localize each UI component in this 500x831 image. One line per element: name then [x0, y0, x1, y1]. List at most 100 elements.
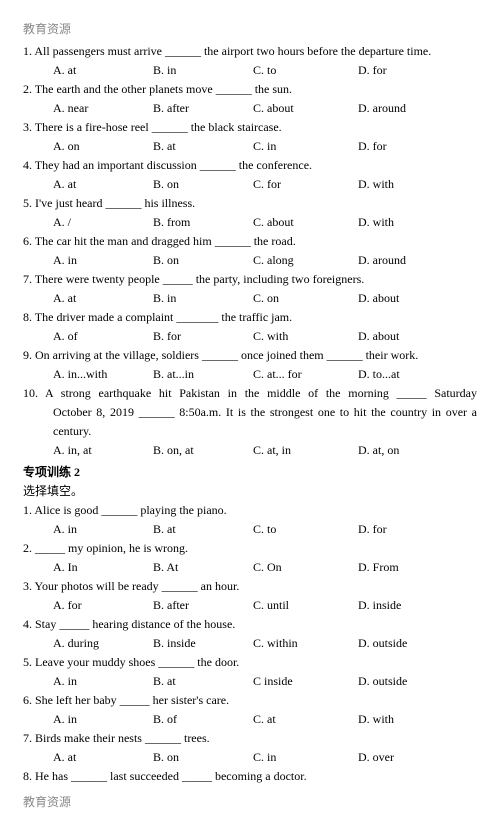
q8-opt-b: B. for [153, 327, 253, 345]
s2q7-opt-d: D. over [358, 748, 394, 766]
s2q2-opt-c: C. On [253, 558, 358, 576]
q7-opt-b: B. in [153, 289, 253, 307]
section2-sub: 选择填空。 [23, 482, 477, 500]
s2q2-opt-a: A. In [53, 558, 153, 576]
s2q1-opt-c: C. to [253, 520, 358, 538]
q10-opt-c: C. at, in [253, 441, 358, 459]
q8-options: A. of B. for C. with D. about [23, 327, 477, 345]
s2q3-opt-c: C. until [253, 596, 358, 614]
s2q5-text: 5. Leave your muddy shoes ______ the doo… [23, 653, 477, 671]
s2q1-text: 1. Alice is good ______ playing the pian… [23, 501, 477, 519]
q10-line2: October 8, 2019 ______ 8:50a.m. It is th… [23, 403, 477, 421]
q2-options: A. near B. after C. about D. around [23, 99, 477, 117]
q3-opt-b: B. at [153, 137, 253, 155]
q8-opt-d: D. about [358, 327, 399, 345]
q3-opt-c: C. in [253, 137, 358, 155]
q8-opt-c: C. with [253, 327, 358, 345]
s2q7-opt-a: A. at [53, 748, 153, 766]
q1-options: A. at B. in C. to D. for [23, 61, 477, 79]
q9-opt-a: A. in...with [53, 365, 153, 383]
q5-opt-d: D. with [358, 213, 394, 231]
s2q6-opt-b: B. of [153, 710, 253, 728]
q5-text: 5. I've just heard ______ his illness. [23, 194, 477, 212]
q2-opt-c: C. about [253, 99, 358, 117]
q9-options: A. in...with B. at...in C. at... for D. … [23, 365, 477, 383]
s2q4-options: A. during B. inside C. within D. outside [23, 634, 477, 652]
q8-text: 8. The driver made a complaint _______ t… [23, 308, 477, 326]
q4-text: 4. They had an important discussion ____… [23, 156, 477, 174]
s2q3-opt-d: D. inside [358, 596, 401, 614]
q6-text: 6. The car hit the man and dragged him _… [23, 232, 477, 250]
s2q5-opt-c: C inside [253, 672, 358, 690]
s2q1-options: A. in B. at C. to D. for [23, 520, 477, 538]
s2q6-options: A. in B. of C. at D. with [23, 710, 477, 728]
q2-opt-d: D. around [358, 99, 406, 117]
q10-line1: 10. A strong earthquake hit Pakistan in … [23, 384, 477, 402]
q5-opt-a: A. / [53, 213, 153, 231]
s2q3-text: 3. Your photos will be ready ______ an h… [23, 577, 477, 595]
q10-line3: century. [23, 422, 477, 440]
q6-opt-d: D. around [358, 251, 406, 269]
s2q5-options: A. in B. at C inside D. outside [23, 672, 477, 690]
s2q2-opt-d: D. From [358, 558, 399, 576]
q7-opt-d: D. about [358, 289, 399, 307]
q1-opt-a: A. at [53, 61, 153, 79]
s2q7-opt-b: B. on [153, 748, 253, 766]
q3-opt-d: D. for [358, 137, 387, 155]
q9-opt-b: B. at...in [153, 365, 253, 383]
q5-options: A. / B. from C. about D. with [23, 213, 477, 231]
s2q2-opt-b: B. At [153, 558, 253, 576]
s2q5-opt-b: B. at [153, 672, 253, 690]
s2q3-opt-b: B. after [153, 596, 253, 614]
q10-opt-a: A. in, at [53, 441, 153, 459]
s2q6-opt-a: A. in [53, 710, 153, 728]
s2q4-opt-b: B. inside [153, 634, 253, 652]
q3-opt-a: A. on [53, 137, 153, 155]
q6-opt-b: B. on [153, 251, 253, 269]
header-label: 教育资源 [23, 20, 477, 38]
q1-opt-b: B. in [153, 61, 253, 79]
q4-opt-b: B. on [153, 175, 253, 193]
s2q7-options: A. at B. on C. in D. over [23, 748, 477, 766]
s2q1-opt-b: B. at [153, 520, 253, 538]
s2q6-text: 6. She left her baby _____ her sister's … [23, 691, 477, 709]
q2-opt-b: B. after [153, 99, 253, 117]
s2q5-opt-a: A. in [53, 672, 153, 690]
s2q2-options: A. In B. At C. On D. From [23, 558, 477, 576]
q5-opt-b: B. from [153, 213, 253, 231]
q4-opt-c: C. for [253, 175, 358, 193]
q1-opt-c: C. to [253, 61, 358, 79]
q4-opt-a: A. at [53, 175, 153, 193]
q2-opt-a: A. near [53, 99, 153, 117]
s2q1-opt-d: D. for [358, 520, 387, 538]
q4-options: A. at B. on C. for D. with [23, 175, 477, 193]
q8-opt-a: A. of [53, 327, 153, 345]
q4-opt-d: D. with [358, 175, 394, 193]
s2q5-opt-d: D. outside [358, 672, 407, 690]
s2q8-text: 8. He has ______ last succeeded _____ be… [23, 767, 477, 785]
s2q1-opt-a: A. in [53, 520, 153, 538]
q10-opt-d: D. at, on [358, 441, 399, 459]
s2q4-opt-c: C. within [253, 634, 358, 652]
q9-text: 9. On arriving at the village, soldiers … [23, 346, 477, 364]
s2q7-text: 7. Birds make their nests ______ trees. [23, 729, 477, 747]
s2q3-opt-a: A. for [53, 596, 153, 614]
q3-options: A. on B. at C. in D. for [23, 137, 477, 155]
q1-opt-d: D. for [358, 61, 387, 79]
q10-opt-b: B. on, at [153, 441, 253, 459]
q7-options: A. at B. in C. on D. about [23, 289, 477, 307]
s2q7-opt-c: C. in [253, 748, 358, 766]
q10-options: A. in, at B. on, at C. at, in D. at, on [23, 441, 477, 459]
q9-opt-d: D. to...at [358, 365, 400, 383]
q6-opt-a: A. in [53, 251, 153, 269]
s2q4-opt-a: A. during [53, 634, 153, 652]
q7-opt-c: C. on [253, 289, 358, 307]
footer-label: 教育资源 [23, 793, 477, 811]
q6-options: A. in B. on C. along D. around [23, 251, 477, 269]
q7-text: 7. There were twenty people _____ the pa… [23, 270, 477, 288]
q1-text: 1. All passengers must arrive ______ the… [23, 42, 477, 60]
q2-text: 2. The earth and the other planets move … [23, 80, 477, 98]
q9-opt-c: C. at... for [253, 365, 358, 383]
q6-opt-c: C. along [253, 251, 358, 269]
q5-opt-c: C. about [253, 213, 358, 231]
